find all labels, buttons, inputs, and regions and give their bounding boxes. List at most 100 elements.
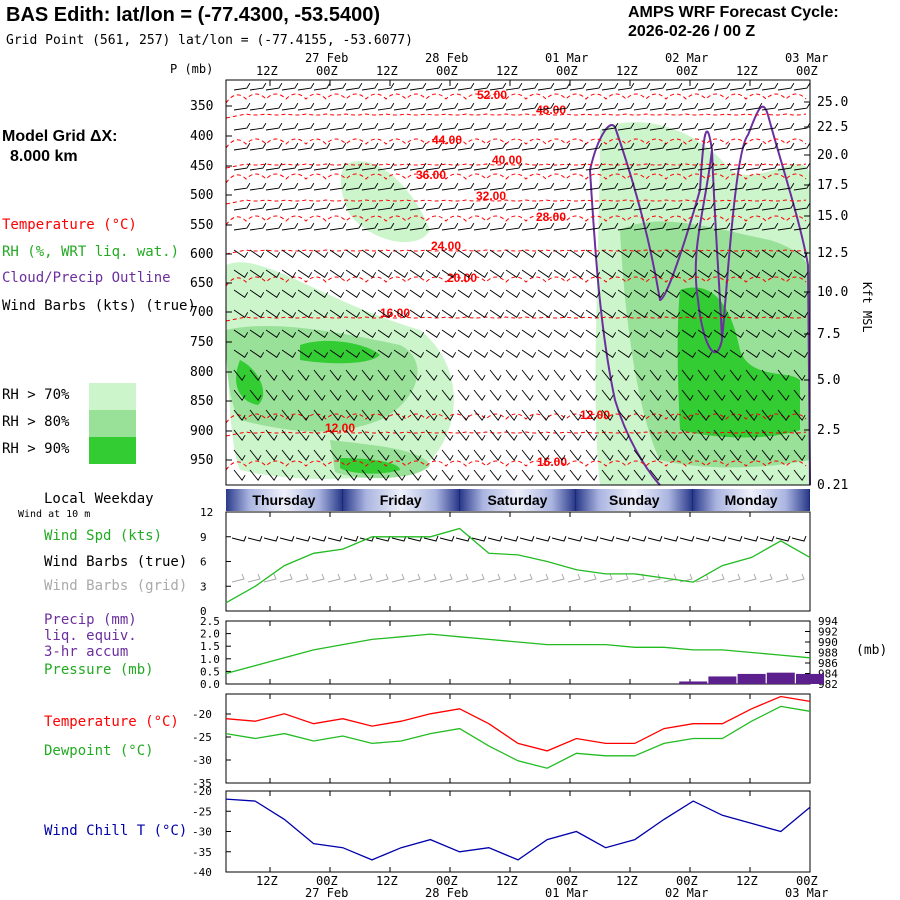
wind-barb (713, 82, 731, 91)
windchill-line (225, 798, 811, 861)
pressure-tick: 750 (190, 335, 213, 350)
wind-barb (633, 449, 646, 461)
wind-barb (377, 249, 393, 258)
wind-barb (697, 102, 715, 111)
wind-barb (377, 102, 395, 111)
wind-barb (601, 249, 617, 258)
wind-barb (697, 269, 713, 278)
wind-barb-grid (567, 573, 581, 583)
wind-barb (233, 469, 246, 481)
wind-barb (441, 369, 454, 381)
wind-barb (377, 269, 393, 278)
wind-barb (681, 389, 694, 401)
bottom-time-tick: 00Z (436, 874, 458, 888)
wind-barb (681, 289, 697, 298)
wind-barb (393, 349, 409, 358)
wind-barb (633, 349, 649, 358)
wind-barb (265, 449, 278, 461)
top-date-label: 03 Mar (785, 51, 828, 65)
wind-barb (393, 269, 409, 278)
wind-barb (761, 349, 777, 358)
wind-barb (681, 82, 699, 91)
wind-barb (265, 429, 278, 441)
wind-barb (393, 469, 406, 481)
wind-barb (265, 469, 278, 481)
wind-barb (409, 289, 425, 298)
wind-barb (297, 409, 310, 421)
wind-barb (233, 82, 251, 91)
wind-barbs-true-label: Wind Barbs (true) (44, 554, 188, 570)
rh90-region (236, 360, 264, 405)
wind-barb (297, 269, 313, 278)
wind-barb (425, 249, 441, 258)
wind-barb (265, 202, 283, 211)
wind-barb (793, 349, 809, 358)
wind-barb (457, 102, 475, 111)
wind-barb (585, 469, 598, 481)
wind-barb (249, 329, 265, 338)
wind-barb (249, 142, 267, 151)
wind-barb (393, 249, 409, 258)
wind-barb (521, 409, 534, 421)
pressure-axis-title: P (mb) (170, 62, 214, 76)
wind-barb (505, 449, 518, 461)
wind-barb (777, 429, 790, 441)
day-thursday: Thursday (226, 489, 343, 511)
windchill-panel (225, 790, 811, 873)
wind-barb (537, 249, 553, 258)
wind-barb (713, 429, 726, 441)
wind-barb-grid (695, 573, 709, 583)
wind-barb (313, 122, 331, 131)
wind-barb (265, 102, 283, 111)
wind-barb (697, 82, 715, 91)
wind-barb (649, 289, 665, 298)
wind-barb (361, 409, 374, 421)
wind-barb (265, 329, 281, 338)
wind-barb (249, 162, 267, 171)
wind-barb (761, 289, 777, 298)
bottom-time-tick: 00Z (676, 874, 698, 888)
wind-barb (457, 269, 473, 278)
wind-ytick: 12 (200, 506, 213, 519)
wind-barb (233, 329, 249, 338)
wind-barb (457, 289, 473, 298)
wind-barb-grid (343, 573, 357, 583)
wind-ytick: 3 (200, 580, 207, 593)
wind-barb (537, 102, 555, 111)
wind-barb (361, 222, 379, 231)
dewpoint-line (225, 705, 811, 769)
wind-barb (425, 369, 438, 381)
wind-barb (697, 162, 715, 171)
wind-barb (409, 409, 422, 421)
legend-temperature: Temperature (°C) (2, 217, 137, 233)
wind-barb (729, 409, 742, 421)
wind-barb (729, 182, 747, 191)
wind-barb (505, 289, 521, 298)
wind-barb-grid (327, 573, 341, 583)
wind-barb (281, 389, 294, 401)
wind-barb (281, 142, 299, 151)
wind-barb (281, 289, 297, 298)
day-saturday: Saturday (459, 489, 577, 511)
wind-barb (681, 162, 699, 171)
wind-barb (281, 409, 294, 421)
wind-barb (233, 122, 251, 131)
bottom-time-tick: 12Z (376, 874, 398, 888)
wind-barb (345, 429, 358, 441)
wind-barb (361, 162, 379, 171)
wind-barb-true (727, 535, 743, 542)
wind-barb (521, 329, 537, 338)
wind-barb (585, 309, 601, 318)
wind-barb (537, 409, 550, 421)
wind-barb (393, 122, 411, 131)
wind-barb (761, 369, 774, 381)
wind-barb (489, 429, 502, 441)
wind-barb (345, 309, 361, 318)
wind-barb-true (311, 535, 327, 542)
wind-barb-grid (455, 573, 469, 583)
wind-barb (393, 449, 406, 461)
wind-barb-true (263, 535, 279, 542)
wind-barb (281, 429, 294, 441)
wind-barb (777, 289, 793, 298)
wind-barb (601, 122, 619, 131)
